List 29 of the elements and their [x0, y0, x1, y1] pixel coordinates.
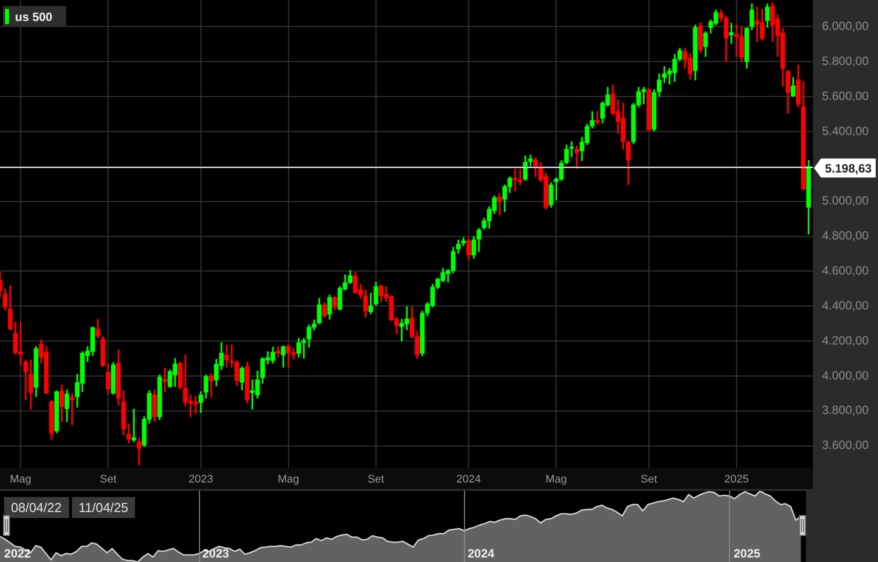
x-tick-label: 2023 [188, 474, 214, 486]
annotation: 11/04/25 [72, 497, 136, 518]
x-tick-label: Set [368, 474, 384, 486]
annotation: 08/04/22 [4, 497, 69, 518]
x-tick-label: Mag [10, 474, 32, 486]
y-tick-label: 4.600,00 [822, 264, 870, 278]
y-tick-label: 5.600,00 [822, 88, 870, 103]
y-tick-label: 4.400,00 [822, 298, 870, 312]
x-tick-label: Set [640, 474, 658, 486]
x-tick-label: 2024 [456, 474, 481, 486]
x-tick-label: 2024 [468, 546, 495, 561]
y-tick-label: 3.800,00 [822, 403, 870, 418]
x-tick-label: 2023 [202, 546, 230, 561]
ref-line-label: 5.198,63 [825, 161, 872, 176]
x-tick-label: 2025 [724, 474, 749, 486]
y-tick-label: 5.400,00 [822, 124, 870, 138]
x-tick-label: Mag [278, 474, 300, 486]
x-tick-label: 2025 [734, 546, 761, 561]
y-tick-label: 5.800,00 [822, 54, 870, 68]
y-tick-label: 5.000,00 [822, 194, 870, 208]
x-tick-label: Mag [546, 474, 567, 486]
legend-label: us 500 [15, 10, 52, 24]
x-tick-label: 2022 [4, 546, 32, 561]
x-tick-label: Set [100, 474, 116, 486]
y-tick-label: 4.000,00 [822, 368, 870, 382]
y-tick-label: 3.600,00 [822, 438, 870, 452]
y-tick-label: 4.800,00 [822, 228, 870, 243]
y-tick-label: 4.200,00 [822, 333, 870, 348]
y-tick-label: 6.000,00 [822, 19, 870, 34]
